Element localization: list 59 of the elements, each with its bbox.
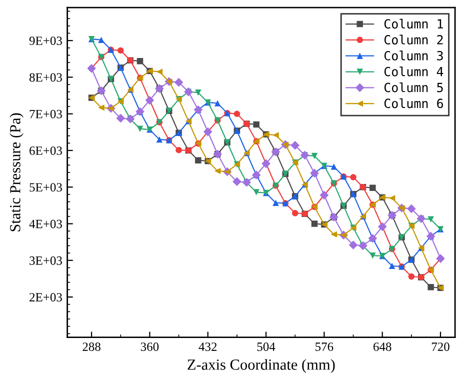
point	[350, 174, 356, 180]
point	[136, 58, 144, 64]
point	[408, 273, 415, 280]
x-tick-label: 288	[82, 342, 100, 351]
point	[388, 262, 396, 269]
x-tick-label: 576	[316, 342, 334, 351]
x-tick-label: 648	[374, 342, 392, 351]
point	[292, 210, 298, 216]
point	[407, 204, 416, 214]
point	[232, 177, 242, 186]
point	[214, 168, 221, 174]
point	[156, 136, 163, 143]
point	[234, 110, 240, 117]
x-tick-label: 504	[257, 342, 276, 351]
point	[290, 140, 300, 150]
point	[330, 163, 337, 170]
legend-label: Column 3	[384, 50, 443, 60]
point	[330, 231, 337, 238]
x-tick-label: 432	[198, 342, 217, 351]
legend-label: Column 4	[384, 66, 444, 76]
x-axis-title: Z-axis Coordinate (mm)	[188, 359, 335, 373]
x-tick-label: 720	[432, 342, 450, 351]
point	[98, 36, 104, 43]
point	[311, 220, 318, 227]
point	[311, 152, 318, 160]
y-tick-label: 4E+03	[29, 220, 62, 228]
point	[272, 132, 279, 138]
y-tick-label: 3E+03	[30, 256, 62, 265]
y-tick-label: 8E+03	[29, 73, 62, 82]
point	[428, 216, 434, 222]
y-axis-title: Static Pressure (Pa)	[10, 113, 24, 232]
y-tick-label: 9E+03	[29, 36, 62, 46]
legend-label: Column 1	[384, 18, 443, 29]
point	[370, 252, 376, 259]
point	[156, 68, 163, 75]
point	[116, 114, 126, 123]
legend-label: Column 2	[384, 34, 443, 44]
point	[195, 89, 202, 96]
legend-label: Column 6	[384, 98, 443, 108]
y-tick-label: 6E+03	[30, 146, 62, 155]
point	[98, 104, 104, 111]
y-tick-label: 7E+03	[30, 110, 62, 118]
y-tick-label: 5E+03	[30, 183, 62, 192]
y-tick-label: 2E+03	[30, 293, 62, 302]
point	[253, 189, 260, 196]
point	[428, 284, 434, 290]
point	[388, 194, 396, 202]
point	[195, 157, 202, 164]
point	[174, 78, 184, 87]
x-tick-label: 360	[140, 342, 159, 351]
point	[272, 200, 279, 206]
point	[214, 100, 221, 106]
point	[136, 126, 144, 132]
legend-label: Column 5	[384, 82, 443, 92]
point	[253, 121, 260, 128]
point	[370, 184, 376, 191]
point	[348, 240, 358, 250]
point	[176, 146, 182, 154]
point	[117, 47, 124, 54]
